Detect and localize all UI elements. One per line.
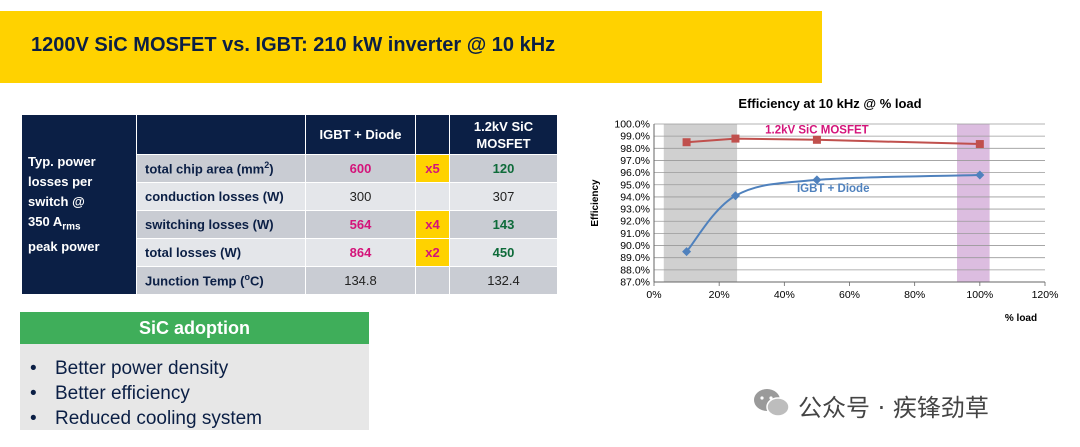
chart-title: Efficiency at 10 kHz @ % load — [738, 96, 921, 111]
y-tick-label: 100.0% — [614, 119, 650, 131]
data-point — [730, 191, 740, 201]
data-point — [682, 138, 691, 147]
row-label-text: total chip area (mm — [145, 161, 265, 177]
side-label-line: losses per — [28, 173, 93, 189]
y-tick-label: 88.0% — [620, 264, 650, 276]
title-banner: 1200V SiC MOSFET vs. IGBT: 210 kW invert… — [0, 11, 822, 83]
y-tick-label: 91.0% — [620, 228, 650, 240]
x-tick-label: 120% — [1032, 289, 1059, 301]
x-tick-label: 80% — [904, 289, 925, 301]
row-label-chip-area: total chip area (mm2) — [136, 154, 306, 183]
side-label-line: peak power — [28, 239, 100, 255]
series-line — [685, 174, 980, 253]
cell-igbt-conduction: 300 — [305, 182, 416, 211]
row-label-text: Junction Temp ( — [145, 273, 245, 289]
adoption-title: SiC adoption — [139, 318, 250, 338]
list-item: • Better efficiency — [30, 381, 262, 406]
row-label-total: total losses (W) — [136, 238, 306, 267]
side-label-line: Typ. power — [28, 153, 96, 169]
y-tick-label: 96.0% — [620, 167, 650, 179]
data-point — [975, 170, 985, 180]
cell-igbt-chip-area: 600 — [305, 154, 416, 183]
cell-sic-switching: 143 — [449, 210, 558, 239]
losses-table: Typ. power losses per switch @ 350 Arms … — [21, 114, 558, 295]
y-tick-label: 98.0% — [620, 143, 650, 155]
current-value: 350 A — [28, 213, 63, 229]
cell-sic-junction-temp: 132.4 — [449, 266, 558, 295]
adoption-header: SiC adoption — [20, 312, 369, 344]
row-label-junction-temp: Junction Temp (oC) — [136, 266, 306, 295]
y-tick-label: 94.0% — [620, 191, 650, 203]
x-tick-label: 60% — [839, 289, 860, 301]
cell-sic-conduction: 307 — [449, 182, 558, 211]
adoption-box — [20, 344, 369, 430]
bullet-icon: • — [30, 408, 37, 429]
data-point — [682, 247, 692, 257]
row-label-conduction: conduction losses (W) — [136, 182, 306, 211]
row-label-end: C) — [249, 273, 264, 289]
series-line — [686, 137, 980, 146]
bullet-icon: • — [30, 383, 37, 404]
x-tick-label: 0% — [646, 289, 661, 301]
y-tick-label: 92.0% — [620, 216, 650, 228]
cell-sic-chip-area: 120 — [449, 154, 558, 183]
y-tick-label: 87.0% — [620, 277, 650, 289]
header-empty — [136, 114, 306, 155]
list-item-text: Reduced cooling system — [55, 408, 262, 429]
y-tick-label: 97.0% — [620, 155, 650, 167]
x-tick-label: 20% — [709, 289, 730, 301]
y-tick-label: 93.0% — [620, 204, 650, 216]
cell-mult-total: x2 — [415, 238, 450, 267]
row-label-sup: o — [244, 272, 250, 283]
x-tick-label: 100% — [966, 289, 993, 301]
y-tick-label: 89.0% — [620, 252, 650, 264]
x-axis-label: % load — [1005, 313, 1037, 324]
cell-mult-junction-temp — [415, 266, 450, 295]
side-label-line: switch @ — [28, 193, 85, 209]
y-tick-label: 99.0% — [620, 131, 650, 143]
page-title: 1200V SiC MOSFET vs. IGBT: 210 kW invert… — [31, 34, 556, 56]
highlight-region — [957, 124, 990, 282]
list-item: • Better power density — [30, 356, 262, 381]
adoption-list: • Better power density • Better efficiency… — [30, 356, 262, 431]
data-point — [812, 135, 821, 144]
cell-igbt-junction-temp: 134.8 — [305, 266, 416, 295]
y-axis-label: Efficiency — [590, 179, 601, 227]
plot-area: 87.0%88.0%89.0%90.0%91.0%92.0%93.0%94.0%… — [614, 119, 1058, 302]
efficiency-chart: Efficiency at 10 kHz @ % load Efficiency… — [590, 96, 1058, 324]
y-tick-label: 95.0% — [620, 179, 650, 191]
row-label-sup: 2 — [264, 160, 270, 171]
y-tick-label: 90.0% — [620, 240, 650, 252]
list-item-text: Better efficiency — [55, 383, 190, 404]
cell-sic-total: 450 — [449, 238, 558, 267]
header-sic-line: MOSFET — [476, 135, 531, 151]
header-sic: 1.2kV SiC MOSFET — [449, 114, 558, 155]
data-point — [731, 134, 740, 143]
wechat-icon — [754, 389, 790, 417]
x-tick-label: 40% — [774, 289, 795, 301]
cell-mult-chip-area: x5 — [415, 154, 450, 183]
row-label-switching: switching losses (W) — [136, 210, 306, 239]
list-item: • Reduced cooling system — [30, 406, 262, 431]
row-label-end: ) — [269, 161, 274, 177]
cell-igbt-switching: 564 — [305, 210, 416, 239]
data-point — [812, 175, 822, 185]
data-point — [975, 140, 984, 149]
list-item-text: Better power density — [55, 358, 229, 379]
header-mult — [415, 114, 450, 155]
series-label-igbt: IGBT + Diode — [797, 183, 870, 195]
side-label-current: 350 Arms — [28, 212, 130, 238]
side-label: Typ. power losses per switch @ 350 Arms … — [21, 114, 137, 295]
bullet-icon: • — [30, 358, 37, 379]
cell-mult-conduction — [415, 182, 450, 211]
current-subscript: rms — [62, 221, 81, 233]
cell-mult-switching: x4 — [415, 210, 450, 239]
cell-igbt-total: 864 — [305, 238, 416, 267]
watermark: 公众号 · 疾锋劲草 — [798, 394, 989, 422]
header-sic-line: 1.2kV SiC — [473, 118, 534, 134]
header-igbt: IGBT + Diode — [305, 114, 416, 155]
series-label-sic: 1.2kV SiC MOSFET — [765, 125, 869, 137]
